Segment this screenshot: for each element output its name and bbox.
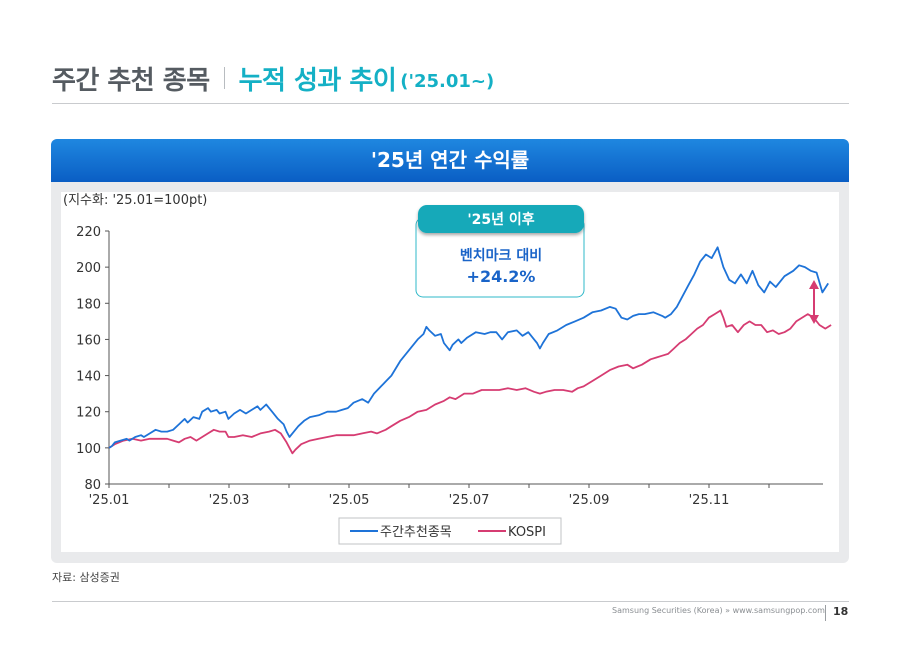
- footer-text: Samsung Securities (Korea) » www.samsung…: [612, 606, 825, 615]
- x-tick-label: '25.11: [689, 493, 730, 508]
- x-tick-label: '25.01: [89, 493, 130, 508]
- legend-label-main: 주간추천종목: [380, 525, 452, 540]
- callout-line2: +24.2%: [467, 267, 536, 286]
- title-divider: [223, 67, 225, 89]
- panel-title: '25년 연간 수익률: [370, 148, 530, 172]
- line-chart: (지수화: '25.01=100pt) 80 100 120 140 160 180 200…: [63, 193, 832, 545]
- top-divider: [52, 103, 849, 104]
- page-period: ('25.01~): [400, 70, 495, 92]
- y-tick-label: 140: [76, 370, 101, 385]
- y-tick-label: 180: [76, 297, 101, 312]
- x-tick-label: '25.09: [569, 493, 610, 508]
- gap-arrow: [809, 280, 819, 324]
- legend: 주간추천종목 KOSPI: [338, 517, 562, 545]
- series-line-recommended: [108, 246, 829, 449]
- callout-box: '25년 이후 벤치마크 대비 +24.2%: [415, 205, 585, 298]
- unit-label: (지수화: '25.01=100pt): [63, 193, 207, 208]
- y-tick-label: 160: [76, 333, 101, 348]
- chart-panel: '25년 연간 수익률 (지수화: '25.01=100pt) 80 100 120…: [51, 139, 849, 563]
- x-tick-label: '25.03: [209, 493, 250, 508]
- page-number: 18: [833, 605, 849, 618]
- panel-header-bar: [51, 139, 849, 182]
- legend-label-kospi: KOSPI: [508, 525, 546, 540]
- y-tick-label: 80: [84, 478, 101, 493]
- y-tick-label: 100: [76, 442, 101, 457]
- page-subtitle: 누적 성과 추이: [238, 65, 397, 96]
- page-header: 주간 추천 종목 누적 성과 추이 ('25.01~): [52, 56, 494, 100]
- y-tick-label: 220: [76, 225, 101, 240]
- x-tick-label: '25.05: [329, 493, 370, 508]
- bottom-divider: [52, 601, 849, 602]
- callout-badge-text: '25년 이후: [467, 211, 534, 228]
- callout-line1: 벤치마크 대비: [460, 248, 542, 264]
- y-tick-label: 200: [76, 261, 101, 276]
- chart-area: (지수화: '25.01=100pt) 80 100 120 140 160 180 200…: [61, 192, 839, 552]
- footer-divider: [825, 605, 826, 621]
- page-title: 주간 추천 종목: [52, 65, 210, 96]
- callout-badge: [418, 205, 584, 233]
- source-note: 자료: 삼성증권: [52, 571, 120, 584]
- x-tick-label: '25.07: [449, 493, 490, 508]
- y-tick-label: 120: [76, 406, 101, 421]
- series-line-kospi: [108, 309, 832, 455]
